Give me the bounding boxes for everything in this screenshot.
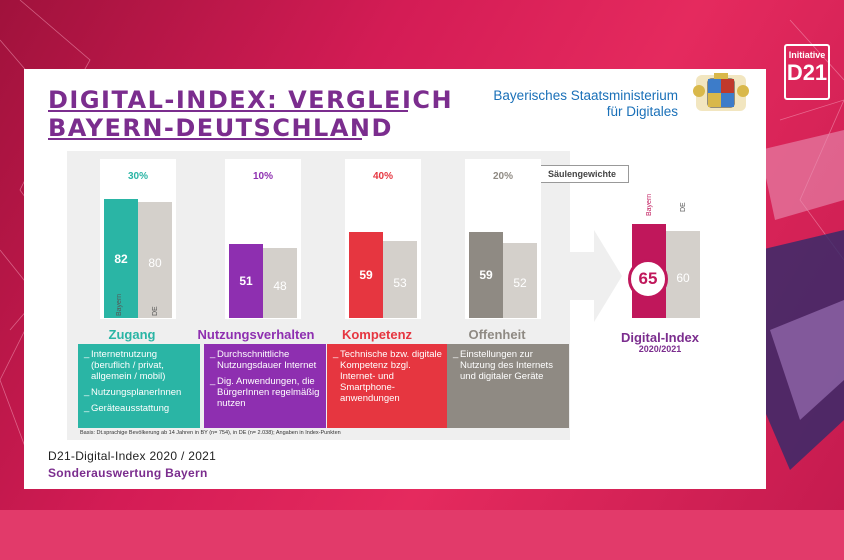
bottom-band bbox=[0, 510, 844, 560]
pillar-description: Durchschnittliche Nutzungsdauer Internet… bbox=[204, 344, 326, 428]
title-underline-2 bbox=[48, 138, 362, 140]
pillar-name: Nutzungsverhalten bbox=[197, 327, 315, 342]
pillar-description: Internetnutzung (beruflich / privat, all… bbox=[78, 344, 200, 428]
pillar-weight: 20% bbox=[492, 171, 513, 182]
index-value-circle: 65 bbox=[628, 259, 668, 299]
index-de-label: DE bbox=[680, 202, 687, 212]
pillar-description-item: Einstellungen zur Nutzung des Internets … bbox=[453, 348, 565, 382]
pillar-name: Zugang bbox=[108, 327, 156, 342]
pillar-weight: 10% bbox=[252, 171, 273, 182]
bar-de-value: 48 bbox=[273, 279, 287, 294]
bar-de-value: 52 bbox=[513, 276, 527, 291]
bavarian-crest-icon bbox=[693, 73, 749, 111]
index-bar-de: 60 bbox=[666, 231, 700, 318]
footer-title: D21-Digital-Index 2020 / 2021 bbox=[48, 449, 217, 463]
index-label: Digital-Index bbox=[620, 330, 699, 345]
d21-logo-big: D21 bbox=[786, 60, 828, 85]
page-title: DIGITAL-INDEX: VERGLEICH BAYERN-DEUTSCHL… bbox=[48, 86, 453, 142]
bar-bayern: 82 bbox=[104, 199, 138, 318]
bar-bayern-value: 59 bbox=[359, 268, 373, 283]
bar-bayern: 59 bbox=[349, 232, 383, 318]
pillar-name: Offenheit bbox=[468, 327, 526, 342]
bar-de: 80 bbox=[138, 202, 172, 318]
ministry-line-1: Bayerisches Staatsministerium bbox=[493, 88, 678, 103]
index-sub: 2020/2021 bbox=[638, 344, 682, 354]
pillar-weight: 30% bbox=[127, 171, 148, 182]
pillar-description-item: Dig. Anwendungen, die BürgerInnen regelm… bbox=[210, 375, 322, 409]
pillar-description-item: Technische bzw. digitale Kompetenz bzgl.… bbox=[333, 348, 445, 404]
d21-logo-small: Initiative bbox=[788, 50, 826, 60]
weights-tag: Säulengewichte bbox=[535, 165, 629, 183]
arrow-right-icon bbox=[570, 230, 622, 322]
bar-de-value: 53 bbox=[393, 275, 407, 290]
pillar-description-item: Internetnutzung (beruflich / privat, all… bbox=[84, 348, 196, 382]
bar-bayern: 51 bbox=[229, 244, 263, 318]
pillar-description-item: Durchschnittliche Nutzungsdauer Internet bbox=[210, 348, 322, 371]
bar-de: 53 bbox=[383, 241, 417, 318]
ministry-line-2: für Digitales bbox=[606, 104, 678, 119]
title-line-2: BAYERN-DEUTSCHLAND bbox=[48, 114, 393, 142]
bar-de-value: 80 bbox=[148, 256, 162, 270]
bar-bayern-value: 82 bbox=[114, 251, 128, 266]
bar-de: 52 bbox=[503, 242, 537, 318]
bar-bayern: 59 bbox=[469, 232, 503, 318]
ministry-name: Bayerisches Staatsministerium für Digita… bbox=[488, 88, 678, 120]
d21-logo: Initiative D21 bbox=[784, 44, 830, 100]
bar-de-label: DE bbox=[152, 306, 159, 316]
pillar-weight: 40% bbox=[372, 171, 393, 182]
bar-bayern-label: Bayern bbox=[116, 293, 123, 316]
bar-de: 48 bbox=[263, 248, 297, 318]
footer-subtitle: Sonderauswertung Bayern bbox=[48, 466, 208, 480]
bar-bayern-value: 51 bbox=[239, 274, 253, 289]
title-line-1: DIGITAL-INDEX: VERGLEICH bbox=[48, 86, 454, 114]
index-bayern-label: Bayern bbox=[646, 193, 653, 216]
pillar-name: Kompetenz bbox=[341, 327, 413, 342]
pillar-description: Einstellungen zur Nutzung des Internets … bbox=[447, 344, 569, 428]
bar-bayern-value: 59 bbox=[479, 268, 493, 283]
index-bar-de-value: 60 bbox=[676, 270, 690, 285]
pillar-description-item: Geräteausstattung bbox=[84, 402, 196, 414]
pillar-description-item: NutzungsplanerInnen bbox=[84, 386, 196, 398]
title-underline-1 bbox=[48, 110, 408, 112]
pillar-description: Technische bzw. digitale Kompetenz bzgl.… bbox=[327, 344, 449, 428]
basis-note: Basis: Dt.sprachige Bevölkerung ab 14 Ja… bbox=[80, 430, 341, 436]
